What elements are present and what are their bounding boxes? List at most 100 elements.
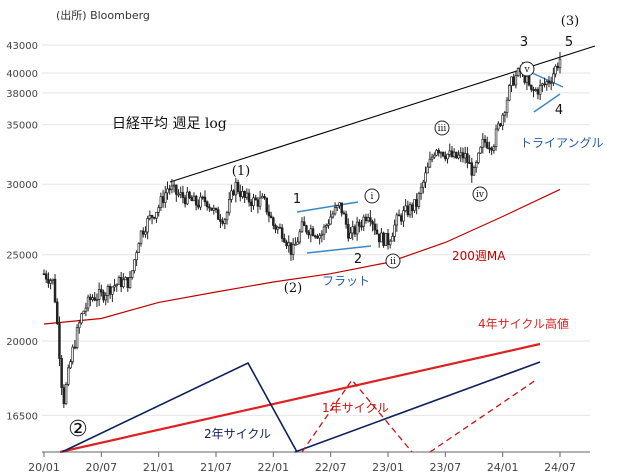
candle-body <box>433 154 436 158</box>
wave-label: 5 <box>565 35 573 50</box>
candle-body <box>472 167 476 176</box>
triangle-lower <box>533 93 561 113</box>
candle-body <box>126 277 130 289</box>
wave-circle <box>519 61 535 77</box>
wave-circle <box>472 186 488 202</box>
candle-body <box>377 233 381 243</box>
candle-body <box>53 278 57 303</box>
x-tick-label: 23/01 <box>372 461 404 474</box>
candle-body <box>428 158 432 168</box>
y-tick-label: 40000 <box>6 69 38 80</box>
candle-body <box>503 112 507 116</box>
candle-body <box>82 310 85 315</box>
candle-body <box>373 223 377 231</box>
candle-body <box>333 207 337 215</box>
candle-body <box>514 75 518 86</box>
candle-body <box>384 232 388 246</box>
x-tick-label: 23/07 <box>429 461 461 474</box>
candle-body <box>424 172 427 183</box>
wave-label: ⅲ <box>438 124 447 134</box>
candle-body <box>278 226 282 229</box>
candle-body <box>344 213 348 225</box>
y-tick-label: 25000 <box>6 251 38 262</box>
candle-body <box>450 150 454 157</box>
candle-body <box>382 232 385 246</box>
candle-body <box>199 196 202 208</box>
chart-title: 日経平均 週足 log <box>112 116 227 132</box>
candle-body <box>490 147 493 151</box>
candle-body <box>411 204 414 211</box>
candle-body <box>71 346 74 363</box>
candle-body <box>166 188 169 194</box>
candle-body <box>508 85 511 101</box>
candle-body <box>183 197 187 205</box>
candle-body <box>309 228 313 236</box>
x-tick-label: 21/01 <box>143 461 175 474</box>
candle-body <box>543 83 546 86</box>
candle-body <box>221 221 224 224</box>
flat-label: フラット <box>322 274 370 288</box>
candle-body <box>415 199 418 207</box>
wave-label: ⅳ <box>476 190 484 200</box>
candle-body <box>73 346 77 349</box>
candle-body <box>485 141 489 149</box>
y-tick-label: 20000 <box>6 337 38 348</box>
candle-body <box>446 153 449 160</box>
candle-body <box>280 227 284 239</box>
candle-body <box>545 81 549 85</box>
wave-label: 1 <box>293 192 301 207</box>
candle-body <box>122 279 125 288</box>
candle-body <box>510 76 513 86</box>
candle-body <box>190 197 193 202</box>
candle-body <box>501 114 504 126</box>
candle-body <box>461 152 465 159</box>
candle-body <box>300 221 304 233</box>
candle-body <box>236 181 240 193</box>
candle-body <box>362 216 365 227</box>
candle-body <box>494 128 498 148</box>
candle-body <box>113 285 116 288</box>
candle-body <box>150 215 154 218</box>
candle-body <box>554 65 557 75</box>
candle-body <box>241 191 244 197</box>
wave-circle <box>364 188 380 204</box>
wave-labels: (1) 1 (2) 2 ⅰ ⅱ ⅲ ⅳ ⅴ 3 4 5 (3) ② <box>68 14 579 442</box>
candle-body <box>463 153 467 159</box>
candle-body <box>161 196 165 203</box>
wave-circle <box>434 120 450 136</box>
candle-body <box>86 296 90 309</box>
candle-body <box>108 286 112 295</box>
candle-body <box>397 214 401 217</box>
candle-body <box>42 273 46 276</box>
candle-body <box>144 231 147 235</box>
candle-body <box>488 147 491 150</box>
candle-body <box>380 232 383 243</box>
candle-body <box>67 367 70 385</box>
candle-body <box>483 138 487 143</box>
candle-body <box>375 229 379 235</box>
candle-body <box>245 192 249 198</box>
candle-body <box>313 235 317 238</box>
candle-body <box>216 209 220 220</box>
candle-body <box>148 215 152 219</box>
candle-body <box>547 81 551 84</box>
candle-body <box>91 297 94 300</box>
candle-body <box>307 231 310 236</box>
candle-body <box>538 85 542 95</box>
candle-body <box>327 223 330 226</box>
candle-body <box>466 153 469 163</box>
x-tick-label: 24/01 <box>487 461 519 474</box>
candle-body <box>468 162 471 164</box>
candle-body <box>358 221 361 227</box>
candle-body <box>135 252 138 261</box>
candle-body <box>455 151 458 159</box>
candle-body <box>413 199 416 211</box>
candle-body <box>406 205 410 216</box>
candle-body <box>291 244 295 255</box>
candle-body <box>141 230 145 235</box>
candle-body <box>153 216 156 219</box>
wave-label: ⅴ <box>523 65 530 75</box>
y-tick-label: 30000 <box>6 180 38 191</box>
candle-body <box>474 162 478 168</box>
candle-body <box>230 190 233 200</box>
